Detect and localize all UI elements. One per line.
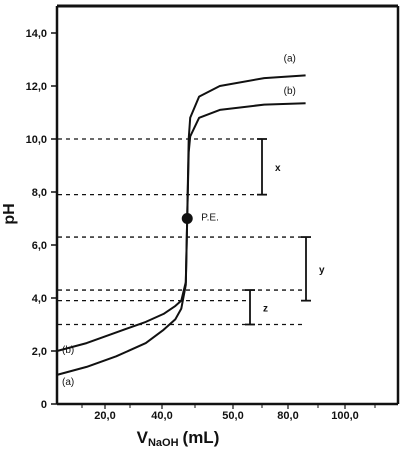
equivalence-point-group: P.E.: [181, 213, 219, 224]
x-axis-title-subscript: NaOH: [148, 437, 179, 449]
y-tick-label: 14,0: [26, 28, 47, 40]
y-tick-label: 0: [41, 399, 47, 411]
x-axis-ticks: 20,0 40,0 50,0 80,0 100,0: [81, 404, 376, 422]
curve-1: [56, 102, 306, 352]
x-axis-title: VNaOH (mL): [137, 428, 220, 449]
bracket-label-x: x: [275, 163, 281, 174]
y-axis-ticks: 0 2,0 4,0 6,0 8,0 10,0 12,0 14,0: [26, 28, 57, 411]
x-axis-title-main: V: [137, 428, 149, 447]
y-tick-label: 12,0: [26, 81, 47, 93]
x-tick-label: 50,0: [222, 410, 243, 422]
curve-start-label: (a): [62, 377, 74, 388]
bracket-label-y: y: [319, 265, 325, 276]
curve-0: [56, 74, 306, 376]
curve-end-label: (b): [284, 86, 296, 97]
interval-brackets: x y z: [245, 138, 325, 326]
plot-frame: [55, 4, 400, 406]
curve-start-label: (b): [62, 345, 74, 356]
bracket-label-z: z: [263, 303, 268, 314]
y-tick-label: 4,0: [32, 293, 47, 305]
x-axis-title-unit: (mL): [183, 428, 220, 447]
curve-end-label: (a): [284, 53, 296, 64]
equivalence-point-label: P.E.: [201, 213, 219, 224]
x-tick-label: 20,0: [94, 410, 115, 422]
reference-lines: [58, 138, 306, 326]
x-tick-label: 40,0: [151, 410, 172, 422]
equivalence-point: [181, 213, 193, 224]
y-tick-label: 6,0: [32, 240, 47, 252]
y-tick-label: 2,0: [32, 346, 47, 358]
y-axis-title: pH: [1, 203, 18, 224]
y-tick-label: 10,0: [26, 134, 47, 146]
titration-curves: (a) (a) (b) (b): [56, 53, 306, 388]
y-tick-label: 8,0: [32, 187, 47, 199]
x-tick-label: 100,0: [331, 410, 359, 422]
x-tick-label: 80,0: [277, 410, 298, 422]
